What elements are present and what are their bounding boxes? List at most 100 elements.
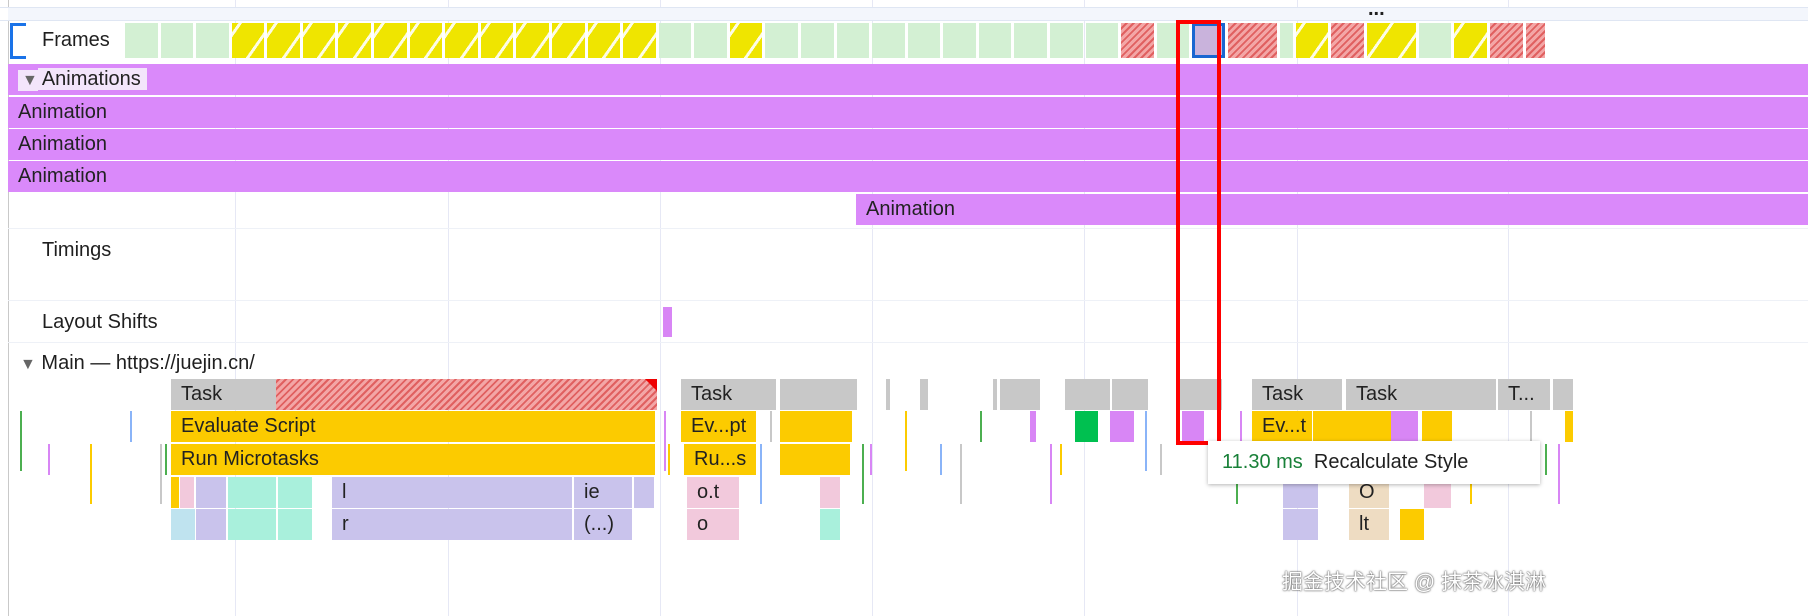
function-call-block[interactable] xyxy=(278,477,312,508)
frame-idle[interactable] xyxy=(800,23,834,58)
frame-partial[interactable] xyxy=(302,23,336,58)
task-block[interactable] xyxy=(1553,379,1573,410)
animation-track[interactable]: Animation xyxy=(8,161,1808,192)
frame-idle[interactable] xyxy=(978,23,1012,58)
function-call-block[interactable]: (...) xyxy=(574,509,632,540)
task-block[interactable] xyxy=(1000,379,1040,410)
task-block[interactable] xyxy=(886,379,890,410)
frame-partial[interactable] xyxy=(445,23,478,58)
function-call-block[interactable] xyxy=(1283,509,1318,540)
frame-partial[interactable] xyxy=(1366,23,1416,58)
frame-partial[interactable] xyxy=(231,23,265,58)
paint-block[interactable] xyxy=(1075,411,1098,442)
function-call-block[interactable] xyxy=(228,509,276,540)
main-thread-header[interactable]: ▼ Main — https://juejin.cn/ xyxy=(20,352,255,375)
frame-partial[interactable] xyxy=(587,23,621,58)
frame-dropped[interactable] xyxy=(1227,23,1277,58)
frame-partial[interactable] xyxy=(1454,23,1487,58)
frame-idle[interactable] xyxy=(694,23,727,58)
style-block[interactable] xyxy=(1391,411,1418,442)
run-microtasks-block[interactable] xyxy=(780,444,850,475)
frame-partial[interactable] xyxy=(623,23,656,58)
function-call-block[interactable]: ie xyxy=(574,477,632,508)
frame-idle[interactable] xyxy=(196,23,229,58)
evaluate-script-block[interactable]: Ev...t xyxy=(1252,411,1312,442)
frame-idle[interactable] xyxy=(125,23,158,58)
function-call-block[interactable] xyxy=(820,509,840,540)
task-block[interactable]: Task xyxy=(681,379,776,410)
frame-idle[interactable] xyxy=(1279,23,1293,58)
function-call-block[interactable] xyxy=(278,509,312,540)
frame-idle[interactable] xyxy=(872,23,905,58)
function-call-block[interactable]: o xyxy=(687,509,739,540)
layout-shifts-label[interactable]: Layout Shifts xyxy=(42,311,158,333)
function-call-block[interactable]: r xyxy=(332,509,572,540)
function-call-block[interactable] xyxy=(228,477,276,508)
animation-track[interactable]: Animation xyxy=(8,97,1808,128)
function-call-block[interactable] xyxy=(820,477,840,508)
frame-partial[interactable] xyxy=(374,23,407,58)
style-block[interactable] xyxy=(1110,411,1134,442)
function-call-block[interactable]: l xyxy=(332,477,572,508)
recalculate-style-block[interactable] xyxy=(1182,411,1204,442)
frame-dropped[interactable] xyxy=(1121,23,1154,58)
function-call-block[interactable] xyxy=(196,509,226,540)
frame-idle[interactable] xyxy=(943,23,976,58)
frame-partial[interactable] xyxy=(409,23,443,58)
frame-idle[interactable] xyxy=(658,23,692,58)
timings-label[interactable]: Timings xyxy=(42,239,112,261)
frame-partial[interactable] xyxy=(267,23,300,58)
animations-header[interactable]: ▼ Animations xyxy=(8,64,1808,95)
frame-idle[interactable] xyxy=(1085,23,1119,58)
task-block[interactable]: Task xyxy=(1346,379,1496,410)
evaluate-script-block[interactable] xyxy=(780,411,852,442)
run-microtasks-block[interactable]: Ru...s xyxy=(684,444,756,475)
frame-partial[interactable] xyxy=(551,23,585,58)
function-call-block[interactable] xyxy=(171,477,179,508)
style-block[interactable] xyxy=(1030,411,1036,442)
function-call-block[interactable] xyxy=(1400,509,1424,540)
function-call-block[interactable]: o.t xyxy=(687,477,739,508)
animation-track[interactable]: Animation xyxy=(856,194,1808,225)
function-call-block[interactable] xyxy=(180,477,194,508)
more-menu-button[interactable]: ... xyxy=(1368,0,1385,20)
frame-partial[interactable] xyxy=(1295,23,1329,58)
frames-track[interactable] xyxy=(125,23,1546,58)
function-call-block[interactable] xyxy=(634,477,654,508)
evaluate-script-block[interactable] xyxy=(1565,411,1573,442)
task-block[interactable] xyxy=(780,379,857,410)
task-block[interactable] xyxy=(1065,379,1110,410)
function-call-block[interactable]: lt xyxy=(1349,509,1389,540)
evaluate-script-block[interactable]: Ev...pt xyxy=(681,411,756,442)
frame-idle[interactable] xyxy=(1014,23,1048,58)
frame-idle[interactable] xyxy=(160,23,194,58)
evaluate-script-block[interactable] xyxy=(1422,411,1452,442)
task-block[interactable]: T... xyxy=(1498,379,1550,410)
task-block[interactable] xyxy=(920,379,928,410)
task-block[interactable] xyxy=(1112,379,1148,410)
frame-idle[interactable] xyxy=(836,23,870,58)
frame-idle[interactable] xyxy=(907,23,941,58)
frame-idle[interactable] xyxy=(1418,23,1452,58)
frame-partial[interactable] xyxy=(516,23,549,58)
frame-partial[interactable] xyxy=(338,23,372,58)
function-call-block[interactable] xyxy=(171,509,195,540)
frame-dropped[interactable] xyxy=(1489,23,1523,58)
collapse-triangle-icon[interactable]: ▼ xyxy=(20,356,36,373)
run-microtasks-block[interactable]: Run Microtasks xyxy=(171,444,655,475)
frame-partial[interactable] xyxy=(480,23,514,58)
frame-partial[interactable] xyxy=(729,23,763,58)
animation-track[interactable]: Animation xyxy=(8,129,1808,160)
frame-idle[interactable] xyxy=(1050,23,1083,58)
frame-idle[interactable] xyxy=(765,23,798,58)
evaluate-script-block[interactable] xyxy=(1313,411,1391,442)
frame-dropped[interactable] xyxy=(1525,23,1546,58)
function-call-block[interactable] xyxy=(196,477,226,508)
frame-idle[interactable] xyxy=(1156,23,1190,58)
task-block[interactable] xyxy=(1180,379,1222,410)
task-block[interactable]: Task xyxy=(1252,379,1342,410)
collapse-triangle-icon[interactable]: ▼ xyxy=(18,70,38,91)
task-block[interactable] xyxy=(993,379,997,410)
frame-dropped[interactable] xyxy=(1331,23,1364,58)
evaluate-script-block[interactable]: Evaluate Script xyxy=(171,411,655,442)
